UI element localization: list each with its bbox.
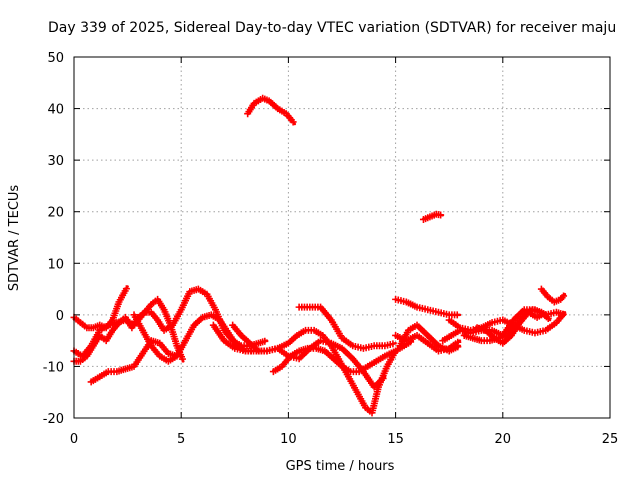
data-point xyxy=(540,310,548,318)
plot-frame xyxy=(73,56,611,419)
data-point xyxy=(122,285,130,293)
y-tick-label: 30 xyxy=(47,154,64,169)
data-point xyxy=(559,310,567,318)
data-point xyxy=(437,211,445,219)
data-traces xyxy=(72,97,567,415)
y-tick-label: 40 xyxy=(47,103,64,118)
x-tick-label: 15 xyxy=(387,432,404,447)
data-markers xyxy=(70,94,568,417)
x-tick-label: 20 xyxy=(495,432,512,447)
y-tick-label: 0 xyxy=(56,309,64,324)
x-tick-label: 25 xyxy=(602,432,619,447)
data-point xyxy=(560,292,568,300)
data-point xyxy=(261,337,269,345)
y-tick-label: 50 xyxy=(47,51,64,66)
data-point xyxy=(454,343,462,351)
series-trace-s9 xyxy=(231,323,387,389)
y-tick-label: -20 xyxy=(43,412,64,427)
x-tick-label: 5 xyxy=(177,432,185,447)
data-point xyxy=(453,311,461,319)
data-point xyxy=(544,314,552,322)
x-axis-label: GPS time / hours xyxy=(286,459,395,474)
tick-labels: 0 5 10 15 20 25 -20 -10 0 10 20 30 40 50 xyxy=(43,51,619,447)
y-tick-label: -10 xyxy=(43,360,64,375)
x-tick-label: 10 xyxy=(280,432,297,447)
y-tick-label: 20 xyxy=(47,206,64,221)
data-point xyxy=(178,355,186,363)
y-axis-label: SDTVAR / TECUs xyxy=(7,185,22,292)
data-point xyxy=(379,374,387,382)
data-point xyxy=(289,118,297,126)
data-point xyxy=(389,348,397,356)
x-tick-label: 0 xyxy=(70,432,78,447)
y-tick-label: 10 xyxy=(47,257,64,272)
chart-title: Day 339 of 2025, Sidereal Day-to-day VTE… xyxy=(48,20,616,36)
data-point xyxy=(389,340,397,348)
